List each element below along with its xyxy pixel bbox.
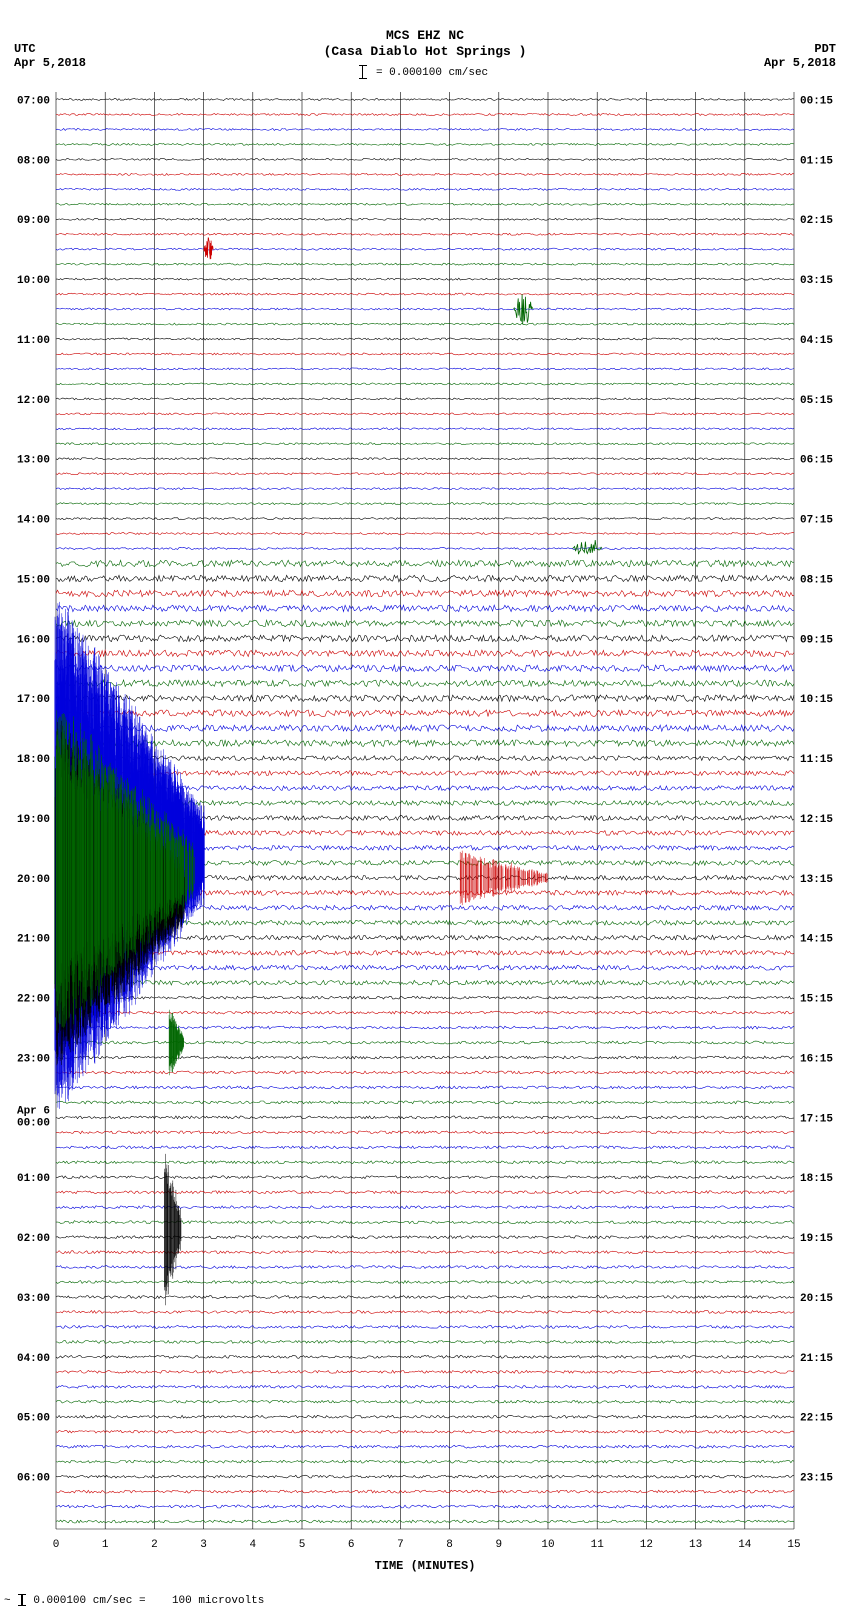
svg-text:05:00: 05:00 xyxy=(17,1413,50,1425)
svg-text:0: 0 xyxy=(53,1539,60,1551)
svg-text:9: 9 xyxy=(495,1539,502,1551)
xaxis-label: TIME (MINUTES) xyxy=(0,1559,850,1573)
footer-tilde: ~ xyxy=(4,1595,11,1607)
svg-text:06:00: 06:00 xyxy=(17,1473,50,1485)
svg-text:05:15: 05:15 xyxy=(800,395,833,407)
station-line: MCS EHZ NC xyxy=(0,28,850,44)
svg-text:15:00: 15:00 xyxy=(17,574,50,586)
svg-text:22:00: 22:00 xyxy=(17,994,50,1006)
svg-text:12:00: 12:00 xyxy=(17,395,50,407)
svg-text:17:00: 17:00 xyxy=(17,694,50,706)
svg-text:3: 3 xyxy=(200,1539,207,1551)
svg-text:12:15: 12:15 xyxy=(800,814,833,826)
location-line: (Casa Diablo Hot Springs ) xyxy=(0,44,850,60)
svg-text:1: 1 xyxy=(102,1539,109,1551)
page: MCS EHZ NC (Casa Diablo Hot Springs ) UT… xyxy=(0,0,850,1613)
svg-text:07:15: 07:15 xyxy=(800,515,833,527)
footer-bar-icon xyxy=(21,1594,23,1606)
svg-text:04:15: 04:15 xyxy=(800,335,833,347)
svg-text:09:15: 09:15 xyxy=(800,634,833,646)
svg-text:03:00: 03:00 xyxy=(17,1293,50,1305)
svg-text:14:15: 14:15 xyxy=(800,934,833,946)
svg-text:20:00: 20:00 xyxy=(17,874,50,886)
scale-bar-icon xyxy=(362,65,364,79)
svg-text:04:00: 04:00 xyxy=(17,1353,50,1365)
svg-text:17:15: 17:15 xyxy=(800,1113,833,1125)
svg-text:23:15: 23:15 xyxy=(800,1473,833,1485)
svg-text:4: 4 xyxy=(249,1539,256,1551)
svg-text:11: 11 xyxy=(591,1539,605,1551)
svg-text:19:00: 19:00 xyxy=(17,814,50,826)
svg-text:16:15: 16:15 xyxy=(800,1053,833,1065)
svg-text:09:00: 09:00 xyxy=(17,215,50,227)
svg-text:15:15: 15:15 xyxy=(800,994,833,1006)
svg-text:14: 14 xyxy=(738,1539,752,1551)
svg-text:01:15: 01:15 xyxy=(800,155,833,167)
svg-text:18:00: 18:00 xyxy=(17,754,50,766)
svg-text:22:15: 22:15 xyxy=(800,1413,833,1425)
svg-text:11:15: 11:15 xyxy=(800,754,833,766)
tz-right-label: PDT xyxy=(764,42,836,56)
footer-right: 100 microvolts xyxy=(172,1595,264,1607)
svg-text:02:00: 02:00 xyxy=(17,1233,50,1245)
svg-text:Apr 6: Apr 6 xyxy=(17,1105,50,1117)
svg-text:21:00: 21:00 xyxy=(17,934,50,946)
svg-text:23:00: 23:00 xyxy=(17,1053,50,1065)
title-block: MCS EHZ NC (Casa Diablo Hot Springs ) xyxy=(0,28,850,59)
helicorder-svg: 012345678910111213141507:0008:0009:0010:… xyxy=(56,88,794,1553)
svg-text:14:00: 14:00 xyxy=(17,515,50,527)
footer-scale: ~ 0.000100 cm/sec = 100 microvolts xyxy=(4,1594,264,1607)
svg-text:5: 5 xyxy=(299,1539,306,1551)
svg-text:08:00: 08:00 xyxy=(17,155,50,167)
svg-text:10:00: 10:00 xyxy=(17,275,50,287)
svg-text:00:00: 00:00 xyxy=(17,1117,50,1129)
svg-text:21:15: 21:15 xyxy=(800,1353,833,1365)
svg-text:02:15: 02:15 xyxy=(800,215,833,227)
svg-text:07:00: 07:00 xyxy=(17,95,50,107)
svg-text:08:15: 08:15 xyxy=(800,574,833,586)
svg-text:10: 10 xyxy=(541,1539,554,1551)
svg-text:15: 15 xyxy=(787,1539,800,1551)
svg-text:12: 12 xyxy=(640,1539,653,1551)
svg-text:03:15: 03:15 xyxy=(800,275,833,287)
footer-eq: 0.000100 cm/sec = xyxy=(33,1595,145,1607)
svg-text:16:00: 16:00 xyxy=(17,634,50,646)
svg-text:10:15: 10:15 xyxy=(800,694,833,706)
svg-text:11:00: 11:00 xyxy=(17,335,50,347)
svg-text:2: 2 xyxy=(151,1539,158,1551)
svg-text:13: 13 xyxy=(689,1539,702,1551)
svg-text:01:00: 01:00 xyxy=(17,1173,50,1185)
svg-text:18:15: 18:15 xyxy=(800,1173,833,1185)
svg-text:06:15: 06:15 xyxy=(800,455,833,467)
scale-text: = 0.000100 cm/sec xyxy=(376,67,488,79)
svg-text:7: 7 xyxy=(397,1539,404,1551)
svg-text:00:15: 00:15 xyxy=(800,95,833,107)
tz-left-label: UTC xyxy=(14,42,86,56)
svg-text:19:15: 19:15 xyxy=(800,1233,833,1245)
helicorder-plot: 012345678910111213141507:0008:0009:0010:… xyxy=(56,88,794,1553)
svg-text:6: 6 xyxy=(348,1539,355,1551)
header-scale: = 0.000100 cm/sec xyxy=(0,65,850,79)
svg-text:8: 8 xyxy=(446,1539,453,1551)
svg-text:13:15: 13:15 xyxy=(800,874,833,886)
svg-text:13:00: 13:00 xyxy=(17,455,50,467)
svg-text:20:15: 20:15 xyxy=(800,1293,833,1305)
